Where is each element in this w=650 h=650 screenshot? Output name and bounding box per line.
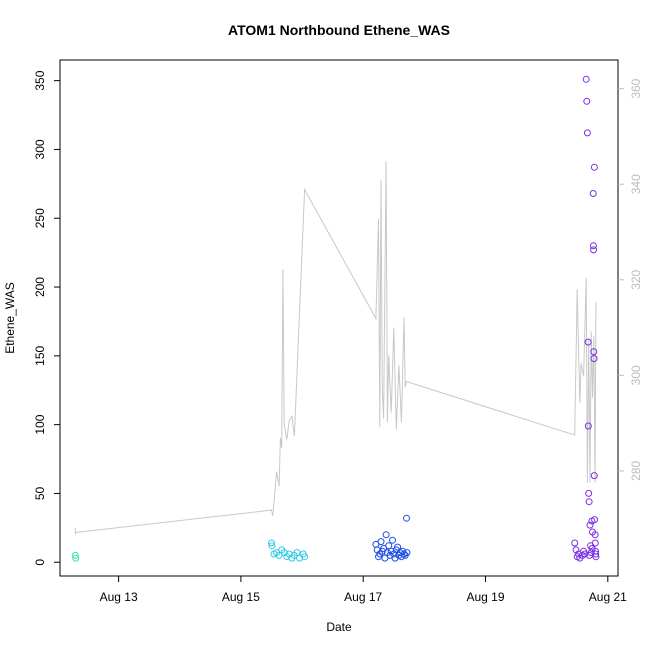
y-tick-label: 150 — [33, 346, 47, 366]
x-tick-label: Aug 17 — [344, 590, 382, 604]
data-point — [389, 536, 396, 544]
data-point — [581, 550, 589, 558]
data-point — [586, 551, 593, 559]
y-tick-label: 350 — [33, 70, 47, 90]
plot-area — [71, 75, 600, 562]
y-tick-label: 300 — [33, 139, 47, 159]
data-point — [275, 551, 283, 559]
data-point — [583, 129, 591, 137]
data-point — [268, 542, 276, 550]
data-point — [591, 531, 599, 539]
data-point — [585, 498, 593, 506]
line-series — [74, 161, 597, 535]
data-point — [590, 246, 598, 254]
data-point — [582, 75, 590, 83]
data-point — [293, 549, 301, 557]
x-tick-label: Aug 13 — [100, 590, 138, 604]
data-point — [385, 542, 393, 550]
data-point — [590, 348, 598, 356]
data-point — [382, 531, 390, 539]
y-axis-label: Ethene_WAS — [3, 282, 17, 354]
data-point — [403, 514, 410, 522]
data-point — [583, 97, 591, 105]
chart-title: ATOM1 Northbound Ethene_WAS — [228, 22, 450, 38]
data-point — [377, 538, 385, 546]
data-point — [584, 422, 592, 430]
x-tick-label: Aug 21 — [589, 590, 627, 604]
y-tick-label: 250 — [33, 208, 47, 228]
data-point — [301, 553, 309, 561]
data-point — [268, 539, 275, 547]
y2-tick-label: 280 — [629, 461, 643, 481]
data-point — [590, 472, 598, 480]
data-point — [589, 190, 597, 197]
data-point — [590, 355, 598, 363]
data-point — [592, 553, 600, 561]
data-point — [591, 516, 599, 524]
data-point — [588, 545, 596, 552]
data-point — [72, 554, 80, 562]
data-point — [591, 539, 599, 547]
data-point — [586, 521, 594, 529]
data-point — [584, 338, 592, 346]
data-point — [394, 543, 402, 551]
data-point — [590, 163, 598, 171]
data-point — [571, 539, 579, 547]
data-point — [589, 242, 597, 250]
y2-tick-label: 340 — [629, 174, 643, 194]
x-tick-label: Aug 15 — [222, 590, 260, 604]
y-tick-label: 50 — [33, 486, 47, 500]
plot-frame — [59, 59, 619, 577]
y2-tick-label: 320 — [629, 269, 643, 289]
y-tick-label: 200 — [33, 277, 47, 297]
axes: 0 50 100 150 200 250 300 350 280 300 320 340 360 Aug … — [33, 70, 643, 604]
y2-tick-label: 300 — [629, 365, 643, 385]
data-point — [403, 549, 411, 557]
x-axis-label: Date — [326, 620, 352, 634]
data-point — [71, 551, 79, 559]
y2-tick-label: 360 — [629, 78, 643, 98]
data-point — [296, 554, 303, 562]
y-tick-label: 0 — [33, 559, 47, 566]
y-tick-label: 100 — [33, 414, 47, 434]
x-tick-label: Aug 19 — [466, 590, 504, 604]
data-point — [585, 489, 593, 497]
